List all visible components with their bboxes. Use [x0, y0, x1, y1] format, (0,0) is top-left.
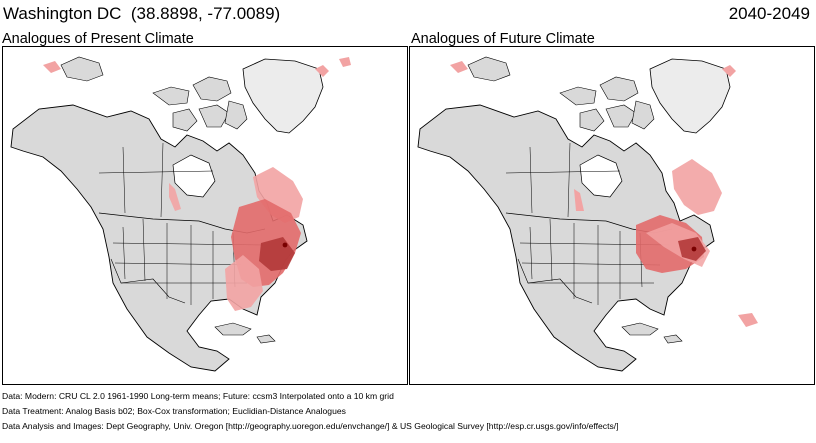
location-name: Washington DC	[3, 4, 122, 23]
time-period: 2040-2049	[728, 4, 810, 23]
map-panel-future	[409, 46, 815, 385]
analogue-region-present	[43, 57, 351, 311]
footer-treatment: Data Treatment: Analog Basis b02; Box-Co…	[2, 406, 346, 416]
footer-analysis: Data Analysis and Images: Dept Geography…	[2, 421, 619, 431]
map-present	[10, 56, 351, 372]
footer-data: Data: Modern: CRU CL 2.0 1961-1990 Long-…	[2, 391, 394, 401]
target-location-marker	[282, 242, 288, 248]
location-coords: (38.8898, -77.0089)	[130, 4, 281, 23]
map-future	[417, 56, 758, 372]
map-title: Washington DC (38.8898, -77.0089)	[3, 4, 280, 24]
panel-label-future: Analogues of Future Climate	[411, 31, 595, 47]
panel-label-present: Analogues of Present Climate	[2, 31, 194, 47]
analogue-region-future	[450, 61, 758, 327]
map-panel-present	[2, 46, 408, 385]
target-location-marker	[691, 246, 697, 252]
